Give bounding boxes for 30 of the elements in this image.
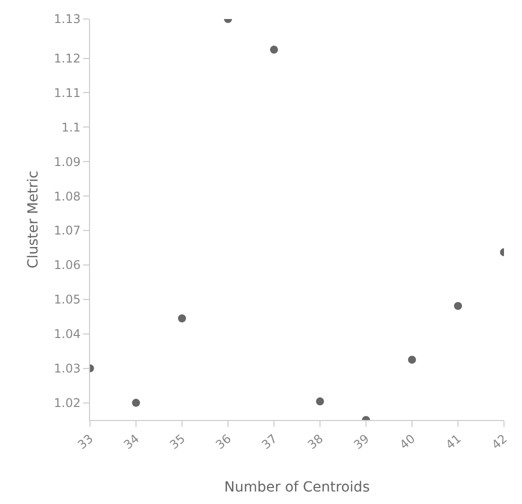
y-tick-label: 1.06 (54, 258, 81, 272)
x-tick-label: 40 (397, 432, 418, 452)
x-tick-label: 36 (213, 432, 234, 452)
point (270, 46, 278, 54)
x-tick-label: 35 (167, 432, 188, 452)
x-tick-label: 39 (351, 432, 372, 452)
y-axis-title: Cluster Metric (25, 170, 42, 268)
y-tick-label: 1.03 (54, 362, 81, 376)
y-tick-label: 1.07 (54, 224, 81, 238)
point (454, 302, 462, 310)
y-tick-label: 1.08 (54, 189, 81, 204)
x-tick-label: 37 (259, 432, 280, 452)
y-tick-label: 1.05 (54, 292, 81, 307)
point (316, 397, 324, 406)
y-tick-label: 1.11 (54, 86, 81, 100)
y-tick-label: 1.04 (54, 327, 81, 342)
x-tick-label: 38 (305, 432, 326, 452)
point (178, 314, 186, 322)
point (408, 356, 416, 364)
y-tick-label: 1.09 (54, 154, 81, 169)
x-axis-title: Number of Centroids (224, 479, 370, 496)
x-tick-label: 34 (121, 432, 142, 452)
point (132, 398, 140, 407)
x-tick-label: 42 (489, 432, 510, 452)
y-tick-label: 1.13 (54, 12, 81, 26)
y-tick-label: 1.12 (54, 51, 81, 66)
y-tick-label: 1.1 (62, 120, 81, 134)
x-tick-label: 41 (443, 432, 464, 452)
x-tick-label: 33 (75, 432, 96, 452)
y-tick-label: 1.02 (54, 396, 81, 410)
